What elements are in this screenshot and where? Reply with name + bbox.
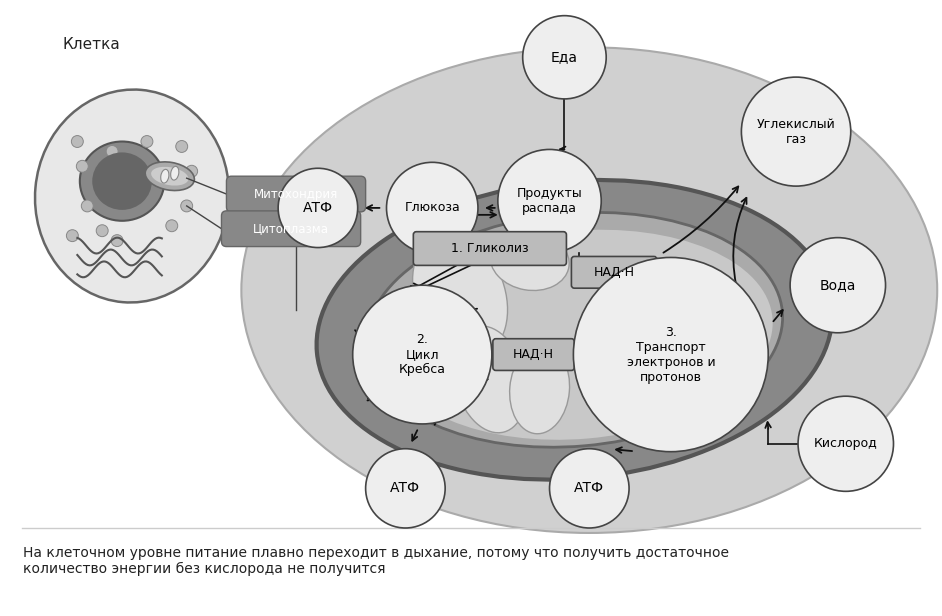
Circle shape <box>96 225 108 237</box>
Circle shape <box>798 396 894 492</box>
Circle shape <box>523 15 607 99</box>
Ellipse shape <box>92 152 152 210</box>
Circle shape <box>741 77 851 186</box>
Text: АТФ: АТФ <box>302 201 333 215</box>
Text: Митохондрия: Митохондрия <box>254 187 338 201</box>
Circle shape <box>181 200 193 212</box>
Circle shape <box>66 230 78 241</box>
FancyBboxPatch shape <box>221 211 361 246</box>
Text: 2.
Цикл
Кребса: 2. Цикл Кребса <box>398 333 446 376</box>
Circle shape <box>352 285 492 424</box>
Ellipse shape <box>366 213 783 447</box>
Text: НАД·Н: НАД·Н <box>593 266 635 279</box>
Text: НАД·Н: НАД·Н <box>513 348 554 361</box>
Text: Вода: Вода <box>820 278 856 292</box>
FancyBboxPatch shape <box>226 176 365 212</box>
Ellipse shape <box>490 230 569 291</box>
Text: 3.
Транспорт
электронов и
протонов: 3. Транспорт электронов и протонов <box>626 326 715 384</box>
Circle shape <box>365 448 446 528</box>
Text: АТФ: АТФ <box>575 481 605 495</box>
Circle shape <box>549 448 629 528</box>
Text: Продукты
распада: Продукты распада <box>516 187 582 215</box>
Circle shape <box>111 235 123 246</box>
Ellipse shape <box>171 166 179 180</box>
Circle shape <box>141 136 153 147</box>
Circle shape <box>386 163 478 254</box>
FancyBboxPatch shape <box>572 256 657 288</box>
Ellipse shape <box>35 89 229 302</box>
Ellipse shape <box>145 162 194 190</box>
Text: 1. Гликолиз: 1. Гликолиз <box>451 242 528 255</box>
Text: АТФ: АТФ <box>390 481 420 495</box>
Circle shape <box>76 160 89 172</box>
Ellipse shape <box>241 47 937 533</box>
Text: Углекислый
газ: Углекислый газ <box>756 118 836 145</box>
Circle shape <box>176 140 187 152</box>
Ellipse shape <box>386 230 772 440</box>
Circle shape <box>186 165 198 177</box>
Text: Глюкоза: Глюкоза <box>404 201 460 214</box>
Ellipse shape <box>413 233 508 357</box>
Ellipse shape <box>161 169 169 183</box>
Ellipse shape <box>453 326 527 433</box>
Circle shape <box>278 168 358 248</box>
Text: Клетка: Клетка <box>62 38 121 52</box>
Circle shape <box>166 220 178 232</box>
Ellipse shape <box>80 142 164 221</box>
Circle shape <box>497 150 601 253</box>
FancyBboxPatch shape <box>493 339 575 370</box>
Text: Еда: Еда <box>551 51 578 64</box>
Text: Кислород: Кислород <box>814 437 878 450</box>
Ellipse shape <box>317 180 832 480</box>
Circle shape <box>574 257 769 452</box>
Ellipse shape <box>510 345 570 434</box>
Circle shape <box>790 238 885 333</box>
Circle shape <box>81 200 93 212</box>
Text: На клеточном уровне питание плавно переходит в дыхание, потому что получить дост: На клеточном уровне питание плавно перех… <box>23 546 729 576</box>
FancyBboxPatch shape <box>414 232 566 265</box>
Circle shape <box>106 145 118 157</box>
Circle shape <box>72 136 83 147</box>
Text: Цитоплазма: Цитоплазма <box>253 222 329 235</box>
Ellipse shape <box>151 167 188 185</box>
